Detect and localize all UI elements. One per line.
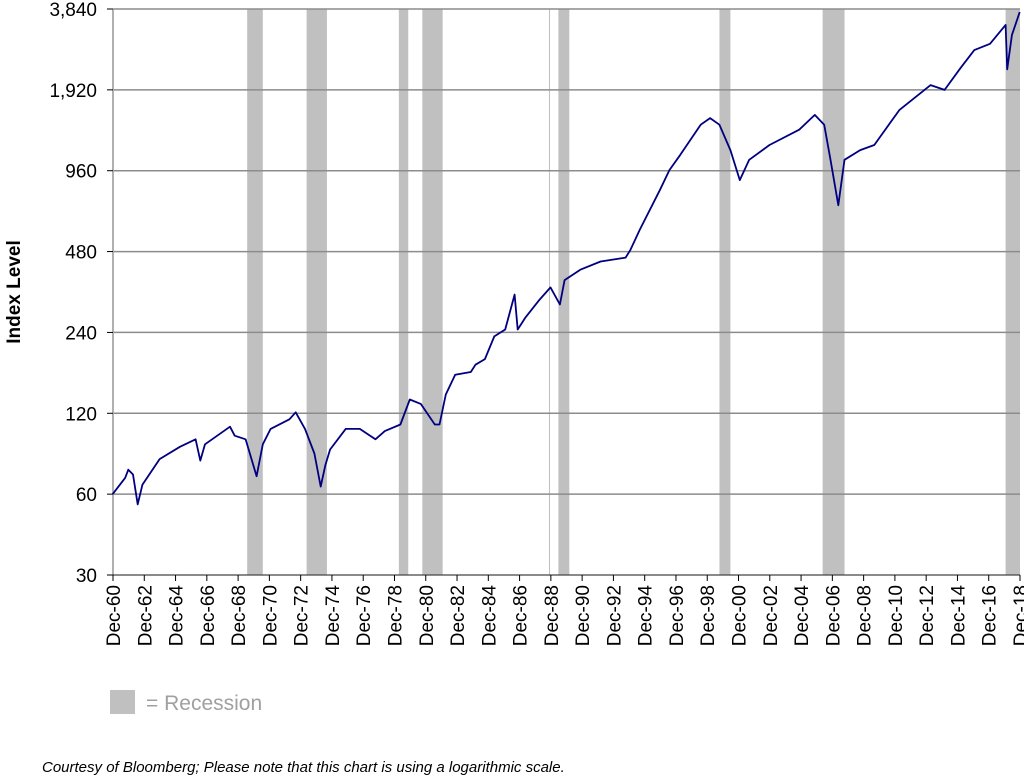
x-tick-label: Dec-00 [730,585,751,646]
x-tick-label: Dec-72 [292,585,313,646]
x-tick-label: Dec-76 [354,585,375,646]
x-tick-label: Dec-04 [792,585,813,647]
recession-band [719,9,731,575]
x-tick-label: Dec-68 [229,585,250,646]
legend-recession-swatch [110,690,135,714]
y-axis-title: Index Level [4,240,25,344]
recession-band [306,9,327,575]
x-tick-label: Dec-10 [886,585,907,646]
y-tick-label: 480 [65,243,97,264]
recession-bands [247,9,1020,575]
y-axis-ticks: 30 60 120 240 480 960 1,920 3,840 [49,0,113,587]
footnote: Courtesy of Bloomberg; Please note that … [42,759,565,776]
x-tick-label: Dec-86 [511,585,532,646]
y-tick-label: 30 [76,566,97,587]
x-tick-label: Dec-94 [636,585,657,647]
gridlines [112,8,1020,576]
x-tick-label: Dec-02 [761,585,782,646]
x-tick-label: Dec-70 [260,585,281,646]
x-tick-label: Dec-82 [448,585,469,646]
x-tick-label: Dec-14 [948,585,969,647]
y-tick-label: 240 [65,323,97,344]
x-tick-label: Dec-96 [667,585,688,646]
x-tick-label: Dec-12 [917,585,938,646]
x-tick-label: Dec-66 [198,585,219,646]
x-tick-label: Dec-92 [604,585,625,646]
x-tick-label: Dec-78 [385,585,406,646]
x-tick-label: Dec-08 [855,585,876,646]
x-tick-label: Dec-98 [698,585,719,646]
y-tick-label: 60 [76,485,97,506]
x-tick-label: Dec-74 [323,585,344,647]
x-tick-label: Dec-80 [417,585,438,646]
recession-band [1005,9,1020,575]
x-tick-label: Dec-64 [167,585,188,647]
recession-band [247,9,263,575]
recession-band [398,9,409,575]
x-tick-label: Dec-18 [1011,585,1024,646]
y-tick-label: 3,840 [49,0,97,21]
x-tick-label: Dec-06 [823,585,844,646]
x-tick-label: Dec-84 [479,585,500,647]
x-tick-label: Dec-88 [542,585,563,646]
legend-recession-label: = Recession [146,692,262,715]
x-tick-label: Dec-16 [980,585,1001,646]
x-tick-label: Dec-60 [104,585,125,646]
index-level-line [111,11,1021,506]
y-tick-label: 1,920 [49,81,97,102]
recession-band [422,9,443,575]
x-axis-ticks: Dec-60 Dec-62 Dec-64 Dec-66 Dec-68 Dec-70 Dec-… [104,575,1024,646]
y-tick-label: 120 [65,404,97,425]
x-tick-label: Dec-90 [573,585,594,646]
recession-band [548,9,550,575]
recession-band [558,9,570,575]
y-tick-label: 960 [65,162,97,183]
recession-band [822,9,845,575]
x-tick-label: Dec-62 [135,585,156,646]
